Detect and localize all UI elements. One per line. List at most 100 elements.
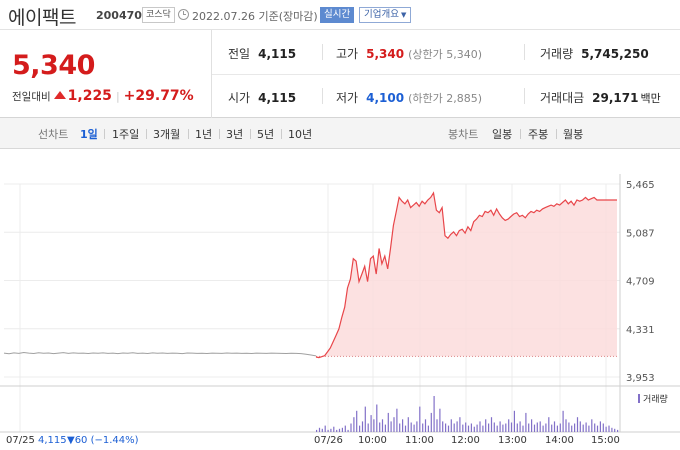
tab-1w[interactable]: 1주일 [112,128,140,141]
volume-bar [450,419,452,432]
volume-bar [416,421,418,432]
stats-grid: 전일 4,115 고가 5,340 (상한가 5,340) 거래량 5,745,250 … [211,30,680,118]
volume-bar [479,421,481,432]
volume-bar [459,417,461,432]
y-tick-label: 5,087 [626,228,655,239]
lower-limit: (하한가 2,885) [408,92,482,105]
volume-bar [542,425,544,432]
volume-bar [574,423,576,432]
divider [322,88,323,104]
volume-bar [353,417,355,432]
tab-daily[interactable]: 일봉 [492,128,513,141]
divider: | [115,90,120,103]
volume-bar [422,423,424,432]
today-price-line [315,191,617,359]
stock-code: 200470 [96,9,142,22]
volume-bar [525,412,527,432]
tab-weekly[interactable]: 주봉 [528,128,549,141]
volume-bar [436,419,438,432]
volume-bar [439,408,441,432]
tab-3m[interactable]: 3개월 [153,128,181,141]
up-arrow-icon [53,91,66,99]
stat-volume: 거래량 5,745,250 [540,45,649,62]
volume-bar [393,417,395,432]
tab-1y[interactable]: 1년 [195,128,213,141]
volume-bar [611,427,613,432]
tab-1d[interactable]: 1일 [80,128,98,141]
volume-bar [456,421,458,432]
volume-bar [396,408,398,432]
prev-day-date: 07/25 [6,435,35,446]
volume-bar [376,404,378,432]
divider [322,44,323,60]
tab-5y[interactable]: 5년 [257,128,275,141]
price-chart[interactable]: 5,465 5,087 4,709 4,331 3,953 거래량 07/26 10:00 11… [0,150,680,450]
volume-bar [387,412,389,432]
market-badge: 코스닥 [142,7,175,23]
stat-value: 4,115 [258,91,297,105]
volume-bar [533,424,536,432]
company-info-button[interactable]: 기업개요 ▼ [359,7,412,23]
volume-bar [571,425,573,432]
prev-day-change: ▼60 (−1.44%) [67,435,139,446]
volume-bar [562,410,564,432]
stat-label: 고가 [336,47,359,61]
volume-bar [617,429,619,432]
volume-bar [608,425,610,432]
volume-bar [390,421,392,432]
volume-bar [605,426,607,432]
tab-monthly[interactable]: 월봉 [563,128,584,141]
volume-bar [545,423,547,432]
volume-bar [344,425,346,432]
volume-bar [576,417,579,432]
volume-bar [594,423,596,432]
volume-bar [430,412,432,432]
period-bar: 선차트 1일 1주일 3개월 1년 3년 5년 10년 봉차트 일봉 주봉 월봉 [0,118,680,149]
volume-bar [551,424,553,432]
volume-bar [413,424,415,432]
volume-bar [565,419,567,432]
volume-legend-label: 거래량 [643,393,668,405]
volume-bar [364,406,366,432]
stat-label: 거래대금 [540,91,585,105]
volume-bar [419,406,421,432]
volume-bar [318,427,321,432]
stock-header: 에이팩트 200470 코스닥 2022.07.26 기준(장마감) 실시간 기… [0,0,680,30]
divider [219,129,220,139]
volume-bar [508,419,510,432]
volume-bar [502,424,504,432]
stat-value: 29,171 [592,91,639,105]
tab-10y[interactable]: 10년 [288,128,313,141]
quote-box: 5,340 전일대비 1,225 | +29.77% 전일 4,115 고가 5,340(… [0,30,680,118]
volume-bar [361,421,364,432]
stat-label: 시가 [228,91,251,105]
volume-bar [399,423,401,432]
volume-bar [445,423,447,432]
realtime-button[interactable]: 실시간 [320,7,355,23]
stat-low: 저가 4,100 (하한가 2,885) [336,89,482,106]
volume-bar [381,419,384,432]
volume-bar [379,422,381,432]
stat-prev-close: 전일 4,115 [228,45,296,62]
divider [281,129,282,139]
stat-amount: 거래대금 29,171 백만 [540,89,661,106]
y-tick-label: 5,465 [626,180,655,191]
volume-bar [384,424,386,432]
x-tick-label: 15:00 [591,435,620,446]
x-tick-label: 13:00 [498,435,527,446]
y-tick-label: 3,953 [626,373,655,384]
volume-bar [402,419,404,432]
divider [556,129,557,139]
volume-bar [370,415,372,432]
tab-3y[interactable]: 3년 [226,128,244,141]
volume-bar [582,424,584,432]
volume-bar [324,425,326,432]
volume-bar [424,419,427,432]
date-text: 2022.07.26 기준(장마감) [192,10,318,23]
volume-bar [373,419,375,432]
volume-bar [602,423,604,432]
volume-bar [333,426,335,432]
y-tick-label: 4,709 [626,277,655,288]
volume-bar [465,422,467,432]
volume-bar [407,417,409,432]
